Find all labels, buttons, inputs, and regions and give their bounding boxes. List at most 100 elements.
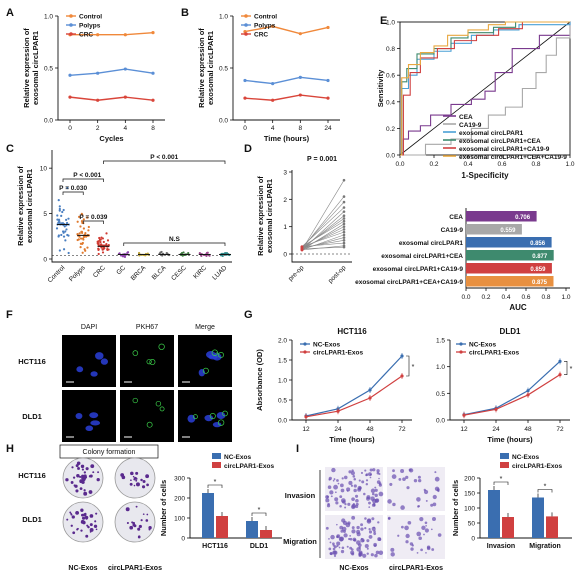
panel-e-legend-label: CA19-9: [459, 122, 482, 129]
panel-i-cell: [336, 535, 339, 538]
panel-d-pair-line: [301, 240, 345, 249]
panel-h-ytick-label: 100: [174, 516, 185, 523]
panel-i-row-label: Invasion: [285, 491, 316, 500]
panel-h-colony: [129, 482, 133, 486]
panel-h-colony: [121, 475, 126, 480]
panel-c-point: [62, 248, 66, 251]
panel-i-cell: [368, 501, 371, 505]
panel-c-point: [66, 186, 69, 190]
panel-i-cell: [344, 506, 347, 509]
panel-a-point: [151, 98, 155, 102]
panel-c-pval-2-bracket: [62, 191, 84, 195]
panel-c-point: [78, 232, 81, 235]
panel-c-xtick-label: GC: [115, 264, 127, 276]
panel-d-post-point: [342, 222, 346, 226]
panel-i-cell: [392, 502, 396, 507]
panel-i-cell: [376, 480, 381, 484]
panel-i-cell: [373, 530, 376, 533]
panel-c-point: [56, 218, 59, 221]
panel-b-xtick-label: 8: [299, 125, 303, 132]
panel-i-cell: [363, 492, 366, 496]
panel-d-post-point: [342, 241, 346, 245]
panel-i-cell: [416, 551, 419, 554]
panel-b-point: [271, 82, 275, 86]
panel-c-point: [80, 220, 84, 223]
panel-i-cell: [354, 494, 359, 498]
panel-g-hct116-legend-dot: [303, 342, 307, 346]
panel-i-cell: [406, 486, 410, 490]
panel-h-colony: [82, 478, 86, 482]
panel-i-ytick-label: 50: [468, 521, 476, 528]
panel-i-cell: [325, 498, 330, 503]
panel-c-point: [67, 217, 70, 220]
panel-h-colony: [133, 484, 136, 487]
panel-i-legend-label: circLPAR1-Exos: [512, 463, 562, 470]
panel-e-ytick-label: 0.2: [386, 126, 395, 133]
panel-i-cell: [424, 521, 428, 525]
panel-i-cell: [351, 526, 355, 530]
panel-i-cell: [338, 546, 341, 549]
panel-i-cell: [426, 546, 431, 551]
panel-g-dld1-point: [558, 359, 562, 363]
panel-e-ytick-label: 0.8: [386, 46, 395, 53]
panel-c-point: [81, 241, 84, 245]
panel-c-xtick-label: KIRC: [192, 264, 208, 280]
panel-h-legend-swatch: [212, 462, 221, 468]
panel-g-dld1-ytick-label: 1.5: [436, 338, 445, 345]
panel-c-point: [61, 210, 64, 214]
panel-e-legend-label: exosomal circLPAR1+CA19-9: [459, 146, 550, 153]
panel-i-cell: [356, 540, 361, 545]
panel-i-cell: [405, 540, 409, 544]
panel-f-exosome: [192, 414, 198, 420]
panel-i-cell: [356, 529, 361, 534]
panel-c-point: [225, 251, 229, 255]
panel-i-bar: [546, 516, 558, 538]
panel-h-colony: [83, 489, 86, 492]
panel-c-point: [97, 252, 100, 256]
panel-h-colony: [89, 527, 94, 532]
panel-h-colony: [81, 516, 86, 520]
panel-a-ytick-label: 1.0: [44, 14, 53, 21]
panel-g-dld1-point: [462, 413, 466, 417]
panel-i-cell: [424, 528, 429, 533]
panel-i-cell: [356, 525, 360, 530]
panel-a-ytick-label: 0.5: [44, 66, 53, 73]
panel-h-colony: [71, 515, 75, 519]
panel-e-auc-bar: [466, 211, 537, 222]
panel-c-point: [82, 227, 85, 230]
panel-g-hct116-point: [400, 354, 404, 358]
panel-i-cell: [425, 524, 427, 527]
panel-i-cell: [432, 502, 437, 507]
panel-c-point: [87, 225, 90, 229]
panel-c-pval-3-label: P = 0.039: [79, 214, 107, 221]
panel-b-legend-label: Control: [254, 14, 277, 21]
panel-a-legend-label: Polyps: [79, 23, 101, 30]
panel-h-col-label: circLPAR1-Exos: [108, 565, 162, 572]
panel-f-exosome: [202, 367, 209, 374]
panel-i-cell: [365, 473, 369, 476]
panel-i-cell: [417, 475, 421, 479]
panel-c-point: [187, 252, 190, 255]
panel-i-cell: [404, 525, 409, 531]
panel-e-auc-category: exosomal circLPAR1+CEA+CA19-9: [355, 279, 463, 286]
panel-h-colony: [135, 479, 138, 482]
panel-a-axes: [57, 16, 165, 121]
panel-f-image-tile: [178, 335, 232, 387]
panel-i-cell: [418, 478, 422, 483]
panel-e-xtick-label: 0.6: [497, 161, 506, 168]
panel-c-point: [82, 238, 85, 241]
panel-g-dld1-legend-dot: [459, 342, 463, 346]
panel-f-exosome: [158, 343, 165, 350]
panel-h-colony: [89, 474, 93, 478]
panel-c-point: [126, 251, 129, 254]
panel-i-legend-swatch: [500, 462, 509, 468]
panel-i-cell: [374, 486, 377, 489]
panel-h-colony: [95, 512, 98, 515]
panel-c-point: [64, 239, 67, 242]
panel-h-colony: [74, 484, 78, 488]
panel-e-auc-bar: [466, 250, 554, 261]
panel-h-sig-bracket: [207, 484, 223, 488]
panel-i-ylabel: Number of cells: [451, 480, 460, 536]
panel-i-letter: I: [296, 443, 299, 455]
panel-c-point: [181, 254, 184, 257]
